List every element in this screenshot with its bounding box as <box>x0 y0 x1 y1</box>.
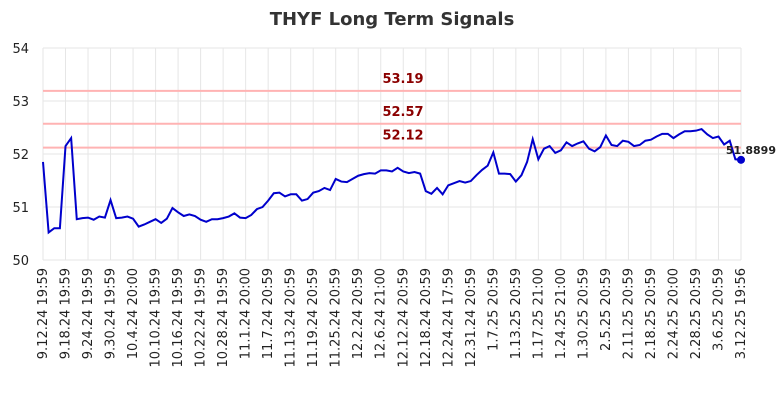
x-tick-label: 1.13.25 20:59 <box>509 268 524 359</box>
x-tick-label: 2.28.25 20:59 <box>689 268 704 359</box>
x-tick-label: 10.4.24 20:00 <box>126 268 141 359</box>
x-tick-label: 1.24.25 21:00 <box>554 268 569 359</box>
last-value-label: 51.8899 <box>726 144 776 157</box>
y-tick-label: 54 <box>12 42 29 57</box>
x-tick-label: 10.16.24 19:59 <box>171 268 186 368</box>
x-tick-label: 1.7.25 20:59 <box>486 268 501 351</box>
x-tick-label: 11.7.24 20:59 <box>261 268 276 359</box>
x-tick-label: 10.22.24 19:59 <box>194 268 209 368</box>
x-tick-label: 12.2.24 20:59 <box>351 268 366 359</box>
x-tick-label: 10.28.24 19:59 <box>216 268 231 368</box>
x-tick-label: 12.31.24 20:59 <box>464 268 479 368</box>
x-tick-label: 12.24.24 17:59 <box>441 268 456 368</box>
x-tick-label: 3.12.25 19:56 <box>734 268 749 359</box>
series-line <box>42 127 742 235</box>
x-tick-label: 9.30.24 19:59 <box>104 268 119 359</box>
signal-label: 52.57 <box>382 105 423 120</box>
x-tick-label: 1.17.25 21:00 <box>531 268 546 359</box>
x-tick-label: 2.5.25 20:59 <box>599 268 614 351</box>
y-tick-label: 51 <box>12 201 29 216</box>
x-tick-label: 11.25.24 20:59 <box>329 268 344 368</box>
x-tick-label: 9.24.24 19:59 <box>81 268 96 359</box>
x-tick-label: 9.12.24 19:59 <box>36 268 51 359</box>
x-tick-label: 2.24.25 20:00 <box>666 268 681 359</box>
x-tick-label: 1.30.25 20:59 <box>576 268 591 359</box>
y-tick-label: 50 <box>12 254 29 269</box>
signal-label: 53.19 <box>382 72 423 87</box>
x-tick-label: 11.19.24 20:59 <box>306 268 321 368</box>
signal-label: 52.12 <box>382 129 423 144</box>
x-tick-label: 3.6.25 20:59 <box>711 268 726 351</box>
y-tick-label: 52 <box>12 148 29 163</box>
x-tick-label: 2.11.25 20:59 <box>621 268 636 359</box>
x-tick-label: 2.18.25 20:59 <box>644 268 659 359</box>
x-tick-label: 9.18.24 19:59 <box>59 268 74 359</box>
x-tick-label: 11.13.24 20:59 <box>284 268 299 368</box>
x-tick-label: 12.12.24 20:59 <box>396 268 411 368</box>
x-tick-label: 11.1.24 20:00 <box>239 268 254 359</box>
x-tick-label: 10.10.24 19:59 <box>149 268 164 368</box>
y-tick-label: 53 <box>12 95 29 110</box>
last-point <box>737 155 745 164</box>
x-tick-label: 12.18.24 20:59 <box>419 268 434 368</box>
chart-title: THYF Long Term Signals <box>270 9 515 30</box>
x-tick-label: 12.6.24 21:00 <box>374 268 389 359</box>
